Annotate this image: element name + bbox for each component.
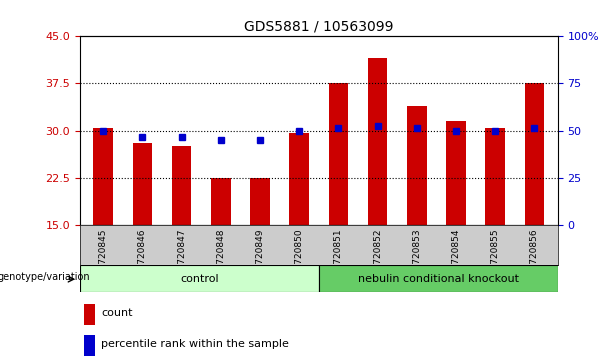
Text: percentile rank within the sample: percentile rank within the sample bbox=[101, 339, 289, 349]
Bar bbox=[446, 121, 466, 225]
Text: GSM1720854: GSM1720854 bbox=[451, 228, 460, 289]
Bar bbox=[93, 127, 113, 225]
Bar bbox=[250, 178, 270, 225]
Bar bbox=[211, 178, 230, 225]
Text: genotype/variation: genotype/variation bbox=[0, 272, 90, 282]
Text: GSM1720847: GSM1720847 bbox=[177, 228, 186, 289]
Text: GSM1720848: GSM1720848 bbox=[216, 228, 226, 289]
Bar bbox=[85, 335, 95, 356]
Bar bbox=[329, 83, 348, 225]
Text: GSM1720850: GSM1720850 bbox=[295, 228, 303, 289]
Bar bbox=[172, 146, 191, 225]
Text: nebulin conditional knockout: nebulin conditional knockout bbox=[358, 274, 519, 284]
Bar bbox=[368, 58, 387, 225]
Text: GSM1720853: GSM1720853 bbox=[412, 228, 421, 289]
Text: GSM1720849: GSM1720849 bbox=[256, 228, 264, 289]
Bar bbox=[80, 265, 319, 292]
Title: GDS5881 / 10563099: GDS5881 / 10563099 bbox=[244, 20, 394, 34]
Text: GSM1720856: GSM1720856 bbox=[530, 228, 539, 289]
Bar bbox=[485, 127, 505, 225]
Text: GSM1720852: GSM1720852 bbox=[373, 228, 382, 289]
Bar bbox=[319, 265, 558, 292]
Text: GSM1720846: GSM1720846 bbox=[138, 228, 147, 289]
Text: GSM1720851: GSM1720851 bbox=[334, 228, 343, 289]
Bar bbox=[407, 106, 427, 225]
Text: GSM1720855: GSM1720855 bbox=[490, 228, 500, 289]
Bar bbox=[132, 143, 152, 225]
Text: count: count bbox=[101, 308, 132, 318]
Bar bbox=[525, 83, 544, 225]
Bar bbox=[289, 132, 309, 225]
Bar bbox=[85, 304, 95, 325]
Text: control: control bbox=[180, 274, 219, 284]
Text: GSM1720845: GSM1720845 bbox=[99, 228, 108, 289]
